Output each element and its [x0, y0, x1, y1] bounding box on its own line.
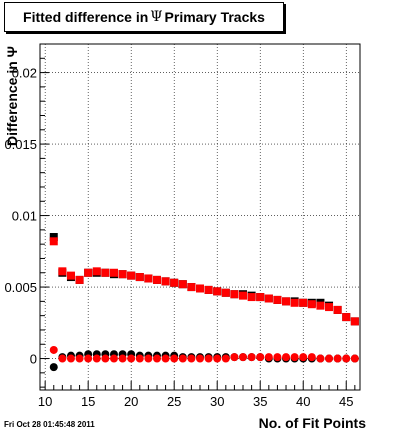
data-point-square-s1	[109, 268, 118, 277]
plot-frame	[39, 43, 361, 391]
data-point-circle-s3	[221, 354, 230, 363]
data-point-square-s1	[66, 271, 75, 280]
x-tick-label: 45	[339, 394, 353, 409]
data-point-circle-s3	[230, 353, 239, 362]
data-point-square-s1	[333, 305, 342, 314]
data-point-square-s1	[299, 298, 308, 307]
data-point-circle-s3	[213, 354, 222, 363]
data-point-square-s1	[316, 301, 325, 310]
y-tick-label: 0	[30, 352, 37, 367]
data-point-circle-s3	[135, 354, 144, 363]
data-point-square-s1	[101, 268, 110, 277]
data-point-circle-s3	[290, 353, 299, 362]
data-point-circle-s3	[342, 354, 351, 363]
data-point-square-s1	[204, 285, 213, 294]
data-point-square-s0	[49, 233, 58, 242]
data-point-circle-s3	[144, 354, 153, 363]
data-point-square-s1	[170, 278, 179, 287]
data-point-square-s1	[187, 283, 196, 292]
data-point-square-s1	[144, 274, 153, 283]
data-point-circle-s3	[178, 354, 187, 363]
data-point-circle-s3	[101, 354, 110, 363]
data-point-square-s1	[75, 275, 84, 284]
data-point-circle-s3	[92, 354, 101, 363]
data-point-square-s1	[118, 270, 127, 279]
data-point-square-s1	[273, 295, 282, 304]
data-point-square-s1	[161, 277, 170, 286]
data-point-square-s1	[213, 287, 222, 296]
data-point-square-s1	[196, 284, 204, 293]
data-point-circle-s3	[170, 354, 179, 363]
data-point-square-s1	[307, 300, 316, 309]
x-tick-label: 10	[38, 394, 52, 409]
data-point-circle-s3	[204, 354, 213, 363]
data-point-circle-s3	[325, 354, 334, 363]
data-point-square-s1	[256, 293, 265, 302]
data-point-square-s1	[127, 271, 136, 280]
data-point-circle-s3	[307, 353, 316, 362]
data-point-square-s1	[290, 298, 299, 307]
y-tick-label: 0.01	[12, 209, 37, 224]
y-tick-label: 0.005	[4, 280, 37, 295]
data-point-circle-s3	[66, 354, 75, 363]
data-point-square-s1	[178, 280, 187, 289]
x-axis-label: No. of Fit Points	[259, 415, 367, 431]
data-point-circle-s3	[187, 354, 196, 363]
title-text-1: Fitted difference in	[23, 9, 149, 25]
y-axis-label: Difference in Ψ	[4, 46, 20, 146]
footer-timestamp: Fri Oct 28 01:45:48 2011	[4, 420, 95, 429]
data-point-square-s1	[325, 303, 334, 312]
data-point-circle-s3	[196, 354, 204, 363]
data-point-square-s1	[58, 267, 67, 276]
data-point-circle-s3	[75, 354, 84, 363]
data-point-circle-s3	[84, 354, 93, 363]
data-point-square-s1	[264, 294, 273, 303]
x-tick-label: 35	[253, 394, 267, 409]
y-tick-label: 0.015	[4, 137, 37, 152]
data-point-square-s1	[49, 237, 58, 246]
data-point-circle-s3	[118, 354, 127, 363]
title-text-2: Primary Tracks	[164, 9, 265, 25]
data-point-square-s1	[239, 291, 248, 300]
data-point-circle-s3	[299, 353, 308, 362]
data-point-circle-s3	[282, 353, 291, 362]
data-point-circle-s3	[152, 354, 161, 363]
data-point-circle-s3	[109, 354, 118, 363]
data-point-circle-s3	[127, 354, 136, 363]
data-point-square-s1	[152, 275, 161, 284]
axis-ticks: 10 15 20 25 30 35 40 45 0 0.005 0.01 0.015 0.02	[4, 57, 356, 409]
data-point-square-s1	[342, 313, 351, 322]
x-tick-label: 20	[124, 394, 138, 409]
data-point-circle-s2	[49, 363, 58, 372]
data-point-circle-s3	[161, 354, 170, 363]
data-point-square-s1	[221, 288, 230, 297]
data-point-square-s1	[247, 293, 256, 302]
x-tick-label: 25	[167, 394, 181, 409]
chart-title: Fitted difference in Ψ Primary Tracks	[4, 2, 284, 32]
y-tick-label: 0.02	[12, 66, 37, 81]
data-point-circle-s3	[333, 354, 342, 363]
data-point-circle-s3	[247, 353, 256, 362]
data-point-circle-s3	[350, 354, 359, 363]
data-point-square-s1	[282, 297, 291, 306]
data-point-square-s1	[135, 273, 144, 282]
data-point-square-s1	[350, 317, 359, 326]
data-point-square-s1	[92, 267, 101, 276]
data-points	[49, 233, 359, 372]
data-point-circle-s3	[58, 354, 67, 363]
data-point-circle-s3	[256, 353, 265, 362]
data-point-circle-s3	[273, 353, 282, 362]
data-point-square-s1	[84, 268, 93, 277]
x-tick-label: 40	[296, 394, 310, 409]
data-point-circle-s3	[239, 353, 248, 362]
data-point-circle-s3	[264, 353, 273, 362]
x-tick-label: 30	[210, 394, 224, 409]
x-tick-label: 15	[81, 394, 95, 409]
title-psi-symbol: Ψ	[150, 9, 163, 25]
data-point-circle-s3	[49, 345, 58, 354]
data-point-circle-s3	[316, 354, 325, 363]
data-point-square-s1	[230, 290, 239, 299]
